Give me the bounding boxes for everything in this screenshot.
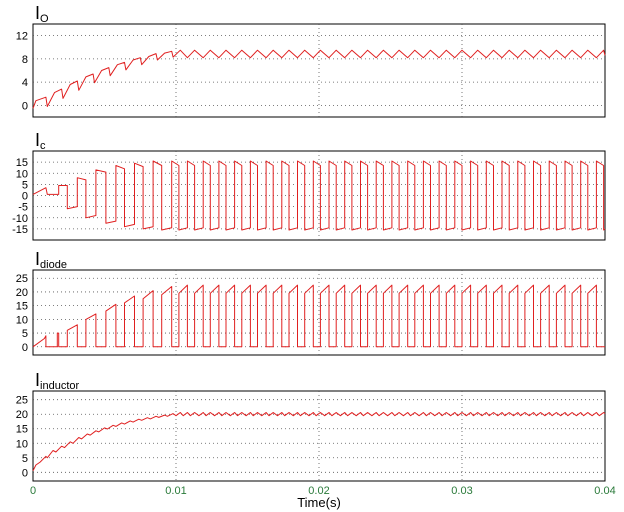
y-tick-label: -15 — [12, 224, 28, 236]
y-tick-label: 0 — [22, 100, 28, 112]
panel-title: Ic — [35, 130, 46, 152]
y-tick-label: 0 — [22, 342, 28, 354]
y-tick-label: 5 — [22, 179, 28, 191]
panel-title: Idiode — [35, 249, 67, 271]
x-axis-label: Time(s) — [297, 495, 341, 510]
panel-1: 0 4 8 12 IO — [16, 3, 606, 118]
x-tick-label: 0 — [30, 485, 36, 497]
y-tick-label: 10 — [16, 314, 28, 326]
x-tick-label: 0.04 — [594, 485, 615, 497]
panel-title: IO — [35, 3, 49, 25]
y-tick-label: 10 — [16, 168, 28, 180]
series-line-1 — [32, 284, 605, 348]
y-tick-label: 0 — [22, 191, 28, 203]
panel-title-main: I — [35, 3, 40, 23]
panel-title-main: I — [35, 130, 40, 150]
y-tick-label: 12 — [16, 31, 28, 43]
y-tick-label: 0 — [22, 467, 28, 479]
y-tick-label: 25 — [16, 273, 28, 285]
series-line-1 — [32, 160, 606, 231]
panel-title-subscript: c — [40, 140, 46, 152]
x-tick-label: 0.01 — [165, 485, 186, 497]
y-tick-label: 5 — [22, 453, 28, 465]
panel-title-subscript: inductor — [40, 380, 79, 392]
y-tick-label: 15 — [16, 424, 28, 436]
series-line-1 — [32, 49, 606, 109]
panel-title-main: I — [35, 370, 40, 390]
series-line-1 — [32, 412, 606, 472]
y-tick-label: 20 — [16, 287, 28, 299]
panel-title-main: I — [35, 249, 40, 269]
y-tick-label: 5 — [22, 328, 28, 340]
y-tick-label: -10 — [12, 213, 28, 225]
y-tick-label: 15 — [16, 301, 28, 313]
x-tick-label: 0.02 — [308, 485, 329, 497]
panel-title-subscript: diode — [40, 259, 67, 271]
y-tick-label: 25 — [16, 395, 28, 407]
y-tick-label: 20 — [16, 409, 28, 421]
y-tick-label: -5 — [18, 202, 28, 214]
panel-title: Iinductor — [35, 370, 79, 392]
plot-frame — [32, 23, 606, 118]
x-tick-label: 0.03 — [451, 485, 472, 497]
panel-title-subscript: O — [40, 13, 49, 25]
panel-4: 0 5 10 15 20 25 Iinductor 0 0.01 0.02 0.03 0.04 Time… — [16, 370, 616, 510]
y-tick-label: 10 — [16, 438, 28, 450]
y-tick-label: 4 — [22, 77, 28, 89]
y-tick-label: 15 — [16, 157, 28, 169]
y-tick-label: 8 — [22, 54, 28, 66]
